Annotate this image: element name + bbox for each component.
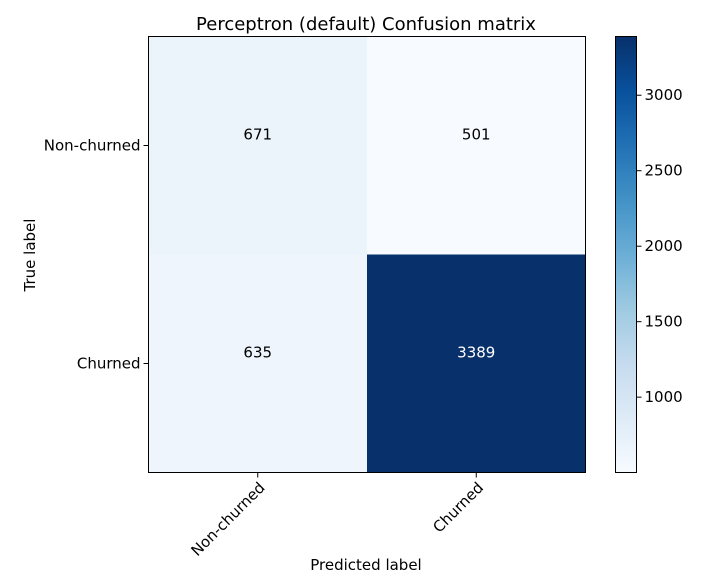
- heatmap-cell: [367, 36, 586, 255]
- heatmap-cell: [148, 254, 368, 473]
- heatmap-cell: [367, 254, 586, 473]
- y-tick-label: Non-churned: [44, 137, 141, 155]
- y-tick-label: Churned: [77, 355, 141, 373]
- heatmap-cell: [148, 36, 368, 255]
- colorbar-tick-label: 2500: [645, 162, 683, 180]
- x-axis-ticks: Non-churned Churned: [187, 472, 487, 560]
- colorbar-tick-label: 1500: [645, 313, 683, 331]
- colorbar-tick-label: 2000: [645, 237, 683, 255]
- plot-frame: [148, 36, 586, 473]
- x-tick-label: Churned: [429, 479, 487, 537]
- cell-value-label: 3389: [457, 344, 495, 362]
- y-axis-ticks: Non-churned Churned: [44, 137, 149, 373]
- x-tick-label: Non-churned: [187, 479, 268, 560]
- heatmap-cells: 671 501 635 3389: [148, 36, 586, 473]
- colorbar-ticks: 1000 1500 2000 2500 3000: [636, 86, 683, 406]
- y-axis-label: True label: [21, 219, 39, 293]
- cell-value-label: 671: [243, 126, 272, 144]
- chart-title: Perceptron (default) Confusion matrix: [196, 14, 536, 35]
- cell-value-label: 501: [462, 126, 491, 144]
- x-axis-label: Predicted label: [310, 556, 421, 574]
- colorbar-tick-label: 1000: [645, 388, 683, 406]
- cell-value-label: 635: [243, 344, 272, 362]
- colorbar-tick-label: 3000: [645, 86, 683, 104]
- colorbar: [615, 36, 637, 473]
